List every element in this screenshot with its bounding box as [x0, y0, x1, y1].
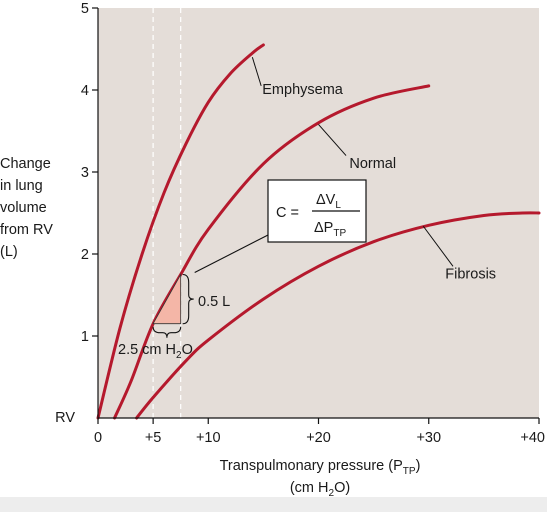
figure: Emphysema Normal Fibrosis 0 +5 +10 +20 +30 +40 1…	[0, 0, 547, 497]
compliance-c-label: C =	[276, 205, 299, 221]
normal-label: Normal	[349, 156, 396, 172]
compliance-triangle	[152, 272, 182, 325]
fibrosis-curve	[135, 211, 541, 420]
y-axis-title: Change in lung volume from RV (L)	[0, 156, 53, 260]
y-axis-title-line-3: volume	[0, 200, 47, 216]
volume-change-label: 0.5 L	[198, 294, 230, 310]
y-tick-label: 4	[81, 83, 89, 99]
y-tick-label: 3	[81, 165, 89, 181]
x-axis-title-units: (cm H2O)	[290, 480, 350, 497]
x-tick-label: +40	[520, 430, 545, 446]
y-axis-title-line-1: Change	[0, 156, 51, 172]
compliance-formula-box: C = ΔVL ΔPTP	[267, 179, 367, 243]
y-origin-label: RV	[55, 410, 75, 426]
y-tick-label: 1	[81, 329, 89, 345]
fibrosis-label: Fibrosis	[445, 267, 496, 283]
y-tick-label: 5	[81, 1, 89, 17]
fibrosis-leader-line	[422, 225, 454, 267]
normal-leader-line	[318, 124, 347, 156]
x-axis-title: Transpulmonary pressure (PTP)	[220, 458, 421, 477]
pressure-brace	[152, 326, 182, 338]
x-tick-label: +5	[145, 430, 162, 446]
normal-curve	[113, 84, 431, 420]
compliance-numerator: ΔVL	[316, 192, 341, 211]
y-tick-label: 2	[81, 247, 89, 263]
x-tick-label: 0	[94, 430, 102, 446]
emphysema-curve	[96, 43, 265, 420]
y-axis-title-line-4: from RV	[0, 222, 53, 238]
emphysema-leader-line	[251, 57, 262, 87]
lung-compliance-chart: Emphysema Normal Fibrosis 0 +5 +10 +20 +30 +40 1…	[0, 1, 545, 497]
compliance-pointer-line	[194, 233, 271, 273]
pressure-change-label: 2.5 cm H2O	[118, 342, 193, 361]
emphysema-label: Emphysema	[262, 82, 344, 98]
x-tick-label: +20	[306, 430, 331, 446]
y-axis-title-line-2: in lung	[0, 178, 43, 194]
x-tick-label: +30	[416, 430, 441, 446]
x-tick-label: +10	[196, 430, 221, 446]
y-axis-title-line-5: (L)	[0, 244, 18, 260]
compliance-denominator: ΔPTP	[314, 220, 346, 239]
